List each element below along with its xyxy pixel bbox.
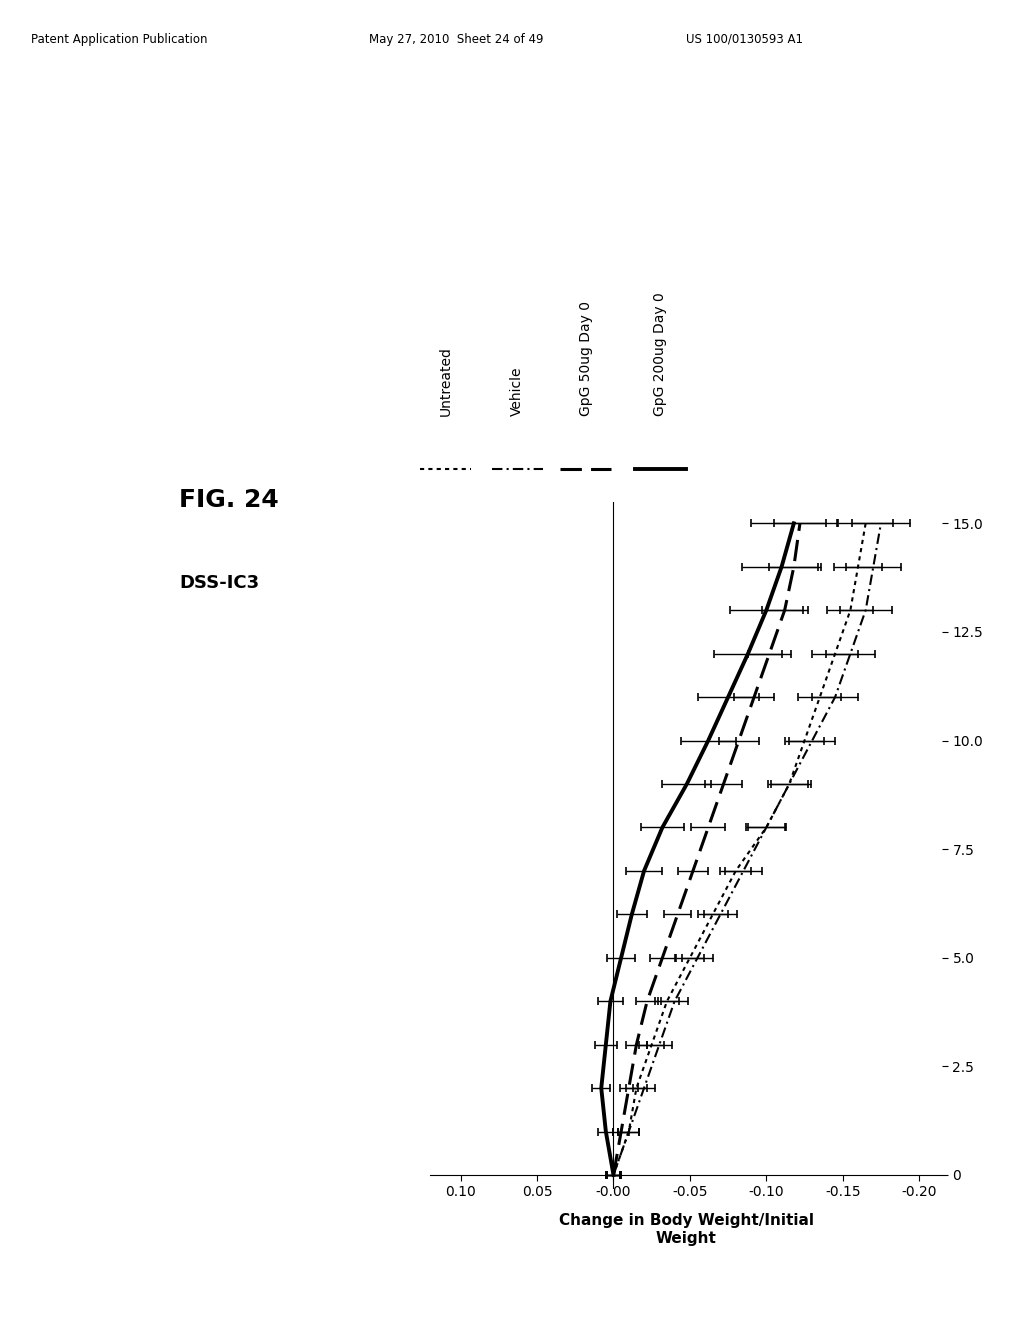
Text: US 100/0130593 A1: US 100/0130593 A1 (686, 33, 803, 46)
Text: DSS-IC3: DSS-IC3 (179, 574, 259, 593)
Text: Patent Application Publication: Patent Application Publication (31, 33, 207, 46)
Text: Untreated: Untreated (438, 346, 453, 416)
Text: May 27, 2010  Sheet 24 of 49: May 27, 2010 Sheet 24 of 49 (369, 33, 543, 46)
X-axis label: Change in Body Weight/Initial
Weight: Change in Body Weight/Initial Weight (558, 1213, 814, 1246)
Text: FIG. 24: FIG. 24 (179, 488, 279, 512)
Text: Vehicle: Vehicle (510, 366, 524, 416)
Text: GpG 200ug Day 0: GpG 200ug Day 0 (653, 292, 668, 416)
Text: GpG 50ug Day 0: GpG 50ug Day 0 (579, 301, 593, 416)
